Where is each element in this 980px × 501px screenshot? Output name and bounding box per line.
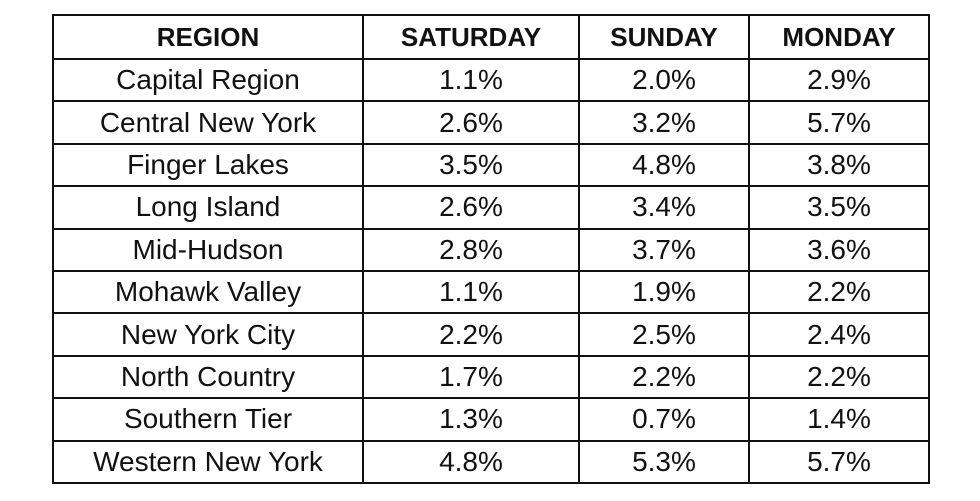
value-cell: 1.4% [748,397,930,442]
region-cell: Southern Tier [52,397,364,442]
table-row: Finger Lakes 3.5% 4.8% 3.8% [52,142,930,188]
value-cell: 1.9% [578,269,750,315]
value-cell: 4.8% [578,142,750,188]
value-cell: 2.9% [748,57,930,103]
value-cell: 1.1% [362,57,580,103]
value-cell: 5.7% [748,439,930,484]
region-cell: New York City [52,312,364,357]
table-row: New York City 2.2% 2.5% 2.4% [52,312,930,357]
value-cell: 2.0% [578,57,750,103]
header-cell: SUNDAY [578,14,750,60]
value-cell: 3.8% [748,142,930,188]
header-row: REGION SATURDAY SUNDAY MONDAY [52,14,930,60]
value-cell: 2.2% [578,354,750,400]
value-cell: 3.4% [578,185,750,230]
value-cell: 0.7% [578,397,750,442]
value-cell: 2.6% [362,185,580,230]
table-row: Mid-Hudson 2.8% 3.7% 3.6% [52,227,930,272]
value-cell: 4.8% [362,439,580,484]
value-cell: 2.4% [748,312,930,357]
header-cell: SATURDAY [362,14,580,60]
region-cell: Central New York [52,100,364,145]
value-cell: 3.6% [748,227,930,272]
region-cell: North Country [52,354,364,400]
region-cell: Finger Lakes [52,142,364,188]
value-cell: 5.3% [578,439,750,484]
table-row: Mohawk Valley 1.1% 1.9% 2.2% [52,269,930,315]
table-row: North Country 1.7% 2.2% 2.2% [52,354,930,400]
table-row: Capital Region 1.1% 2.0% 2.9% [52,57,930,103]
region-cell: Mohawk Valley [52,269,364,315]
value-cell: 2.2% [748,269,930,315]
value-cell: 2.2% [362,312,580,357]
value-cell: 1.1% [362,269,580,315]
table-row: Southern Tier 1.3% 0.7% 1.4% [52,397,930,442]
data-table: REGION SATURDAY SUNDAY MONDAY Capital Regio… [52,14,930,484]
table-body: Capital Region 1.1% 2.0% 2.9% Central New Yo… [52,57,930,484]
region-cell: Long Island [52,185,364,230]
value-cell: 2.6% [362,100,580,145]
table-row: Central New York 2.6% 3.2% 5.7% [52,100,930,145]
header-cell: REGION [52,14,364,60]
table-row: Long Island 2.6% 3.4% 3.5% [52,185,930,230]
region-cell: Capital Region [52,57,364,103]
header-cell: MONDAY [748,14,930,60]
value-cell: 1.7% [362,354,580,400]
table-row: Western New York 4.8% 5.3% 5.7% [52,439,930,484]
value-cell: 1.3% [362,397,580,442]
value-cell: 3.5% [748,185,930,230]
value-cell: 2.5% [578,312,750,357]
value-cell: 3.2% [578,100,750,145]
value-cell: 3.7% [578,227,750,272]
region-cell: Mid-Hudson [52,227,364,272]
value-cell: 3.5% [362,142,580,188]
value-cell: 5.7% [748,100,930,145]
value-cell: 2.2% [748,354,930,400]
region-cell: Western New York [52,439,364,484]
value-cell: 2.8% [362,227,580,272]
